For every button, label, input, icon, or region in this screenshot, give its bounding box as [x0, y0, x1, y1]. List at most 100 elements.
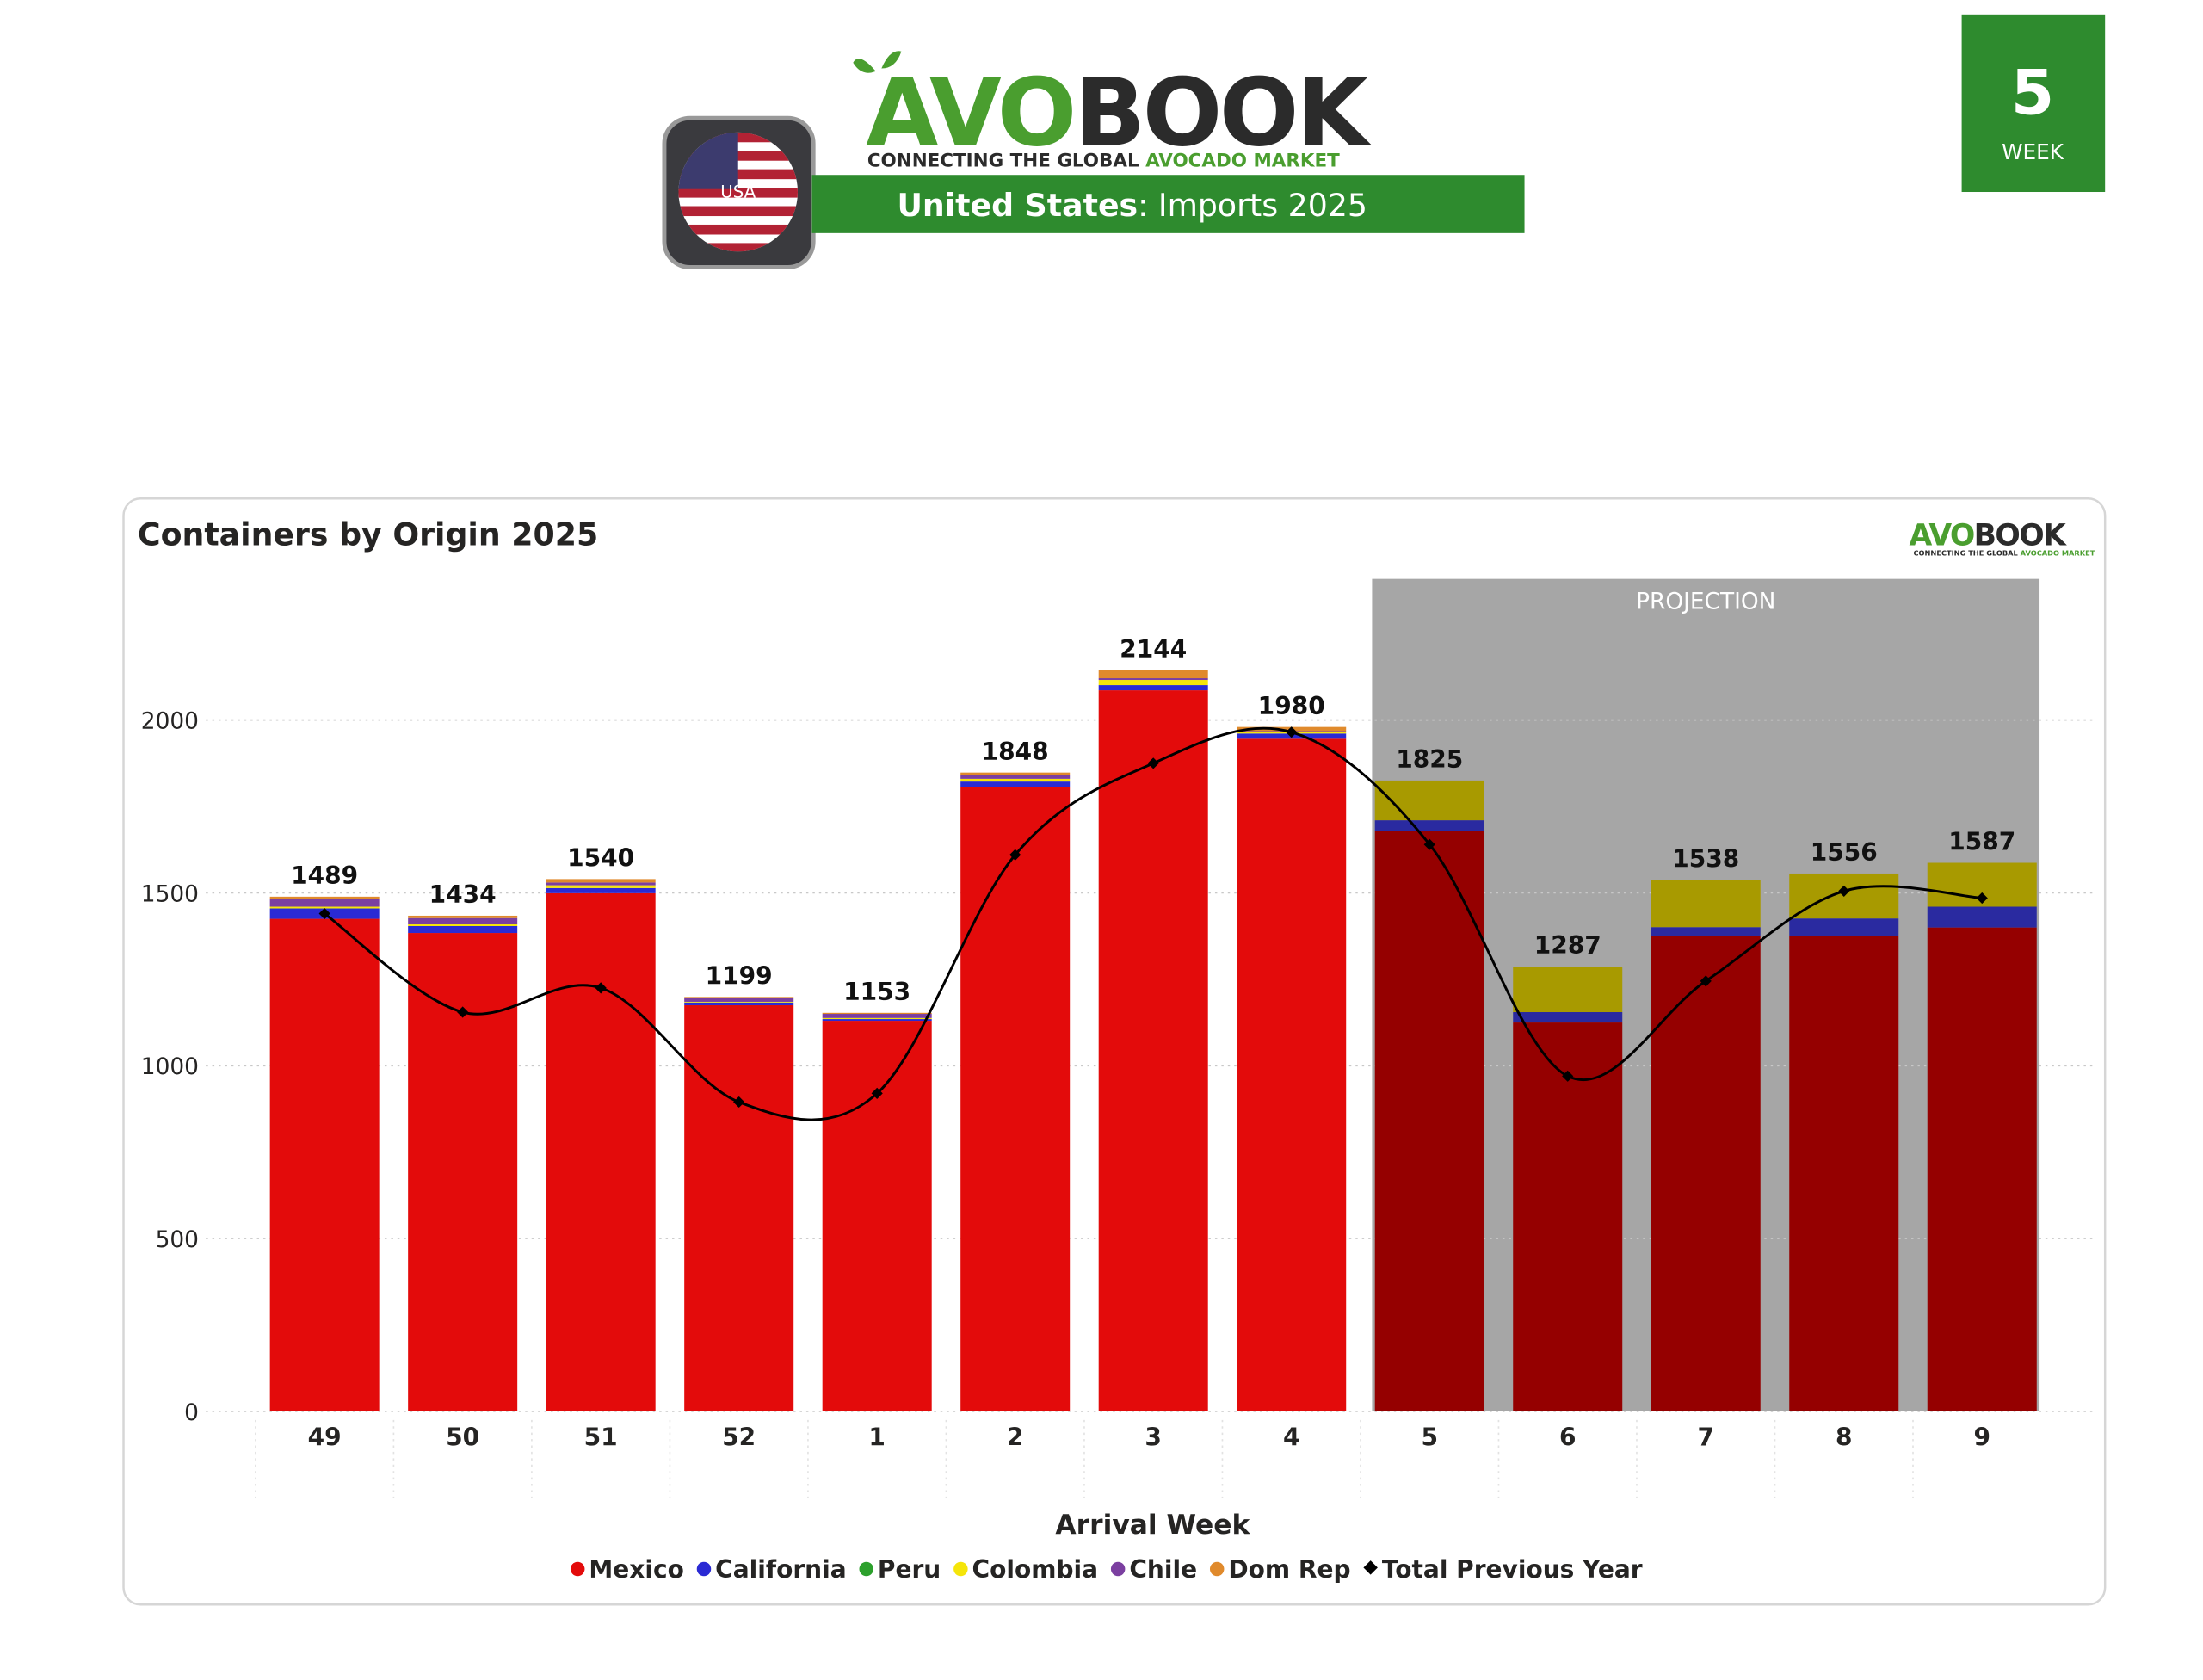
- logo: AVOBOOK: [866, 59, 1372, 168]
- total-label: 1556: [1811, 838, 1878, 867]
- bar-segment: [822, 1017, 932, 1020]
- legend-label: Dom Rep: [1228, 1555, 1350, 1584]
- small-logo: AVOBOOK: [1910, 519, 2067, 553]
- bar-segment: [546, 882, 656, 886]
- tagline-2: AVOCADO MARKET: [1145, 150, 1340, 171]
- x-tick-label: 7: [1697, 1424, 1714, 1452]
- banner-country: United States: [897, 187, 1138, 224]
- x-tick-label: 49: [308, 1424, 342, 1452]
- bar-segment: [1374, 780, 1484, 821]
- x-tick-label: 6: [1559, 1424, 1577, 1452]
- legend-label: Colombia: [972, 1555, 1099, 1584]
- banner-rest: : Imports 2025: [1138, 187, 1367, 224]
- total-label: 1153: [843, 978, 910, 1006]
- bar-segment: [1513, 1022, 1623, 1411]
- bar-segment: [960, 787, 1071, 1411]
- logo-book: BOOK: [1074, 59, 1372, 168]
- bar-segment: [1651, 880, 1761, 928]
- x-tick-label: 9: [1973, 1424, 1990, 1452]
- legend-marker: [570, 1561, 585, 1577]
- bar-segment: [684, 1004, 794, 1411]
- line-marker: [871, 1087, 883, 1099]
- bar-segment: [546, 879, 656, 883]
- bar-segment: [960, 778, 1071, 782]
- bar-segment: [1927, 906, 2037, 928]
- total-label: 1587: [1948, 828, 2015, 856]
- small-tagline-1: CONNECTING THE GLOBAL: [1914, 548, 2021, 557]
- bar-segment: [1098, 690, 1208, 1411]
- bar-segment: [960, 775, 1071, 779]
- week-label: WEEK: [2002, 139, 2064, 164]
- tagline-1: CONNECTING THE GLOBAL: [867, 150, 1145, 171]
- total-label: 1848: [982, 738, 1049, 766]
- bar-segment: [822, 1012, 932, 1015]
- bar-segment: [408, 926, 518, 934]
- legend-label: Mexico: [589, 1555, 683, 1584]
- y-tick-label: 1500: [141, 881, 199, 907]
- legend-label: Peru: [878, 1555, 941, 1584]
- banner-title: United States: Imports 2025: [897, 187, 1367, 224]
- legend-marker: [859, 1561, 873, 1577]
- bar-segment: [408, 915, 518, 918]
- x-tick-label: 8: [1836, 1424, 1853, 1452]
- total-label: 1489: [291, 862, 358, 890]
- bar-segment: [546, 892, 656, 1411]
- bar-segment: [684, 1001, 794, 1003]
- tagline: CONNECTING THE GLOBAL AVOCADO MARKET: [867, 150, 1340, 171]
- legend-marker: [1363, 1560, 1378, 1575]
- x-tick-label: 2: [1007, 1424, 1024, 1452]
- x-axis-title: Arrival Week: [1055, 1510, 1250, 1541]
- legend: Mexico California Peru Colombia Chile Dom Rep…: [570, 1555, 1643, 1584]
- bar-segment: [684, 998, 794, 1002]
- week-number: 5: [2011, 57, 2055, 129]
- x-tick-label: 50: [446, 1424, 479, 1452]
- x-tick-label: 5: [1421, 1424, 1438, 1452]
- bar-segment: [960, 772, 1071, 775]
- bar-segment: [408, 923, 518, 927]
- line-marker: [318, 907, 330, 920]
- bar-segment: [960, 781, 1071, 788]
- chart-title: Containers by Origin 2025: [138, 516, 598, 553]
- bar-segment: [1651, 927, 1761, 936]
- bar-segment: [1098, 680, 1208, 686]
- legend-marker: [1110, 1561, 1126, 1577]
- week-box: [1961, 14, 2106, 193]
- bar-segment: [269, 899, 380, 907]
- total-label: 1825: [1396, 745, 1463, 774]
- bar-segment: [822, 1021, 932, 1411]
- bar-segment: [269, 896, 380, 899]
- small-tagline: CONNECTING THE GLOBAL AVOCADO MARKET: [1914, 548, 2095, 557]
- legend-label: California: [715, 1555, 846, 1584]
- total-label: 1287: [1534, 931, 1601, 960]
- bar-segment: [546, 885, 656, 888]
- total-label: 1199: [706, 961, 773, 990]
- y-tick-label: 1000: [141, 1054, 199, 1080]
- bar-segment: [1098, 685, 1208, 691]
- total-label: 2144: [1120, 635, 1187, 664]
- bar-segment: [1651, 936, 1761, 1411]
- small-logo-book: BOOK: [1974, 519, 2067, 553]
- bar-segment: [1098, 678, 1208, 681]
- legend-label: Chile: [1129, 1555, 1197, 1584]
- x-tick-label: 51: [584, 1424, 618, 1452]
- legend-label: Total Previous Year: [1382, 1555, 1643, 1584]
- line-marker: [1147, 757, 1159, 769]
- bar-segment: [684, 1002, 794, 1005]
- line-marker: [1562, 1070, 1574, 1082]
- x-tick-label: 1: [868, 1424, 886, 1452]
- bar-segment: [1513, 1012, 1623, 1023]
- y-tick-label: 2000: [141, 709, 199, 735]
- line-marker: [1976, 892, 1988, 905]
- small-logo-avo: AVO: [1910, 519, 1974, 553]
- flag-label: USA: [720, 182, 756, 202]
- bar-segment: [408, 917, 518, 924]
- bar-segment: [1789, 936, 1899, 1411]
- bar-segment: [1513, 966, 1623, 1013]
- bar-segment: [546, 887, 656, 893]
- bar-segment: [1098, 670, 1208, 679]
- bar-segment: [408, 933, 518, 1411]
- bar-segment: [1789, 918, 1899, 936]
- bar-segment: [684, 997, 794, 998]
